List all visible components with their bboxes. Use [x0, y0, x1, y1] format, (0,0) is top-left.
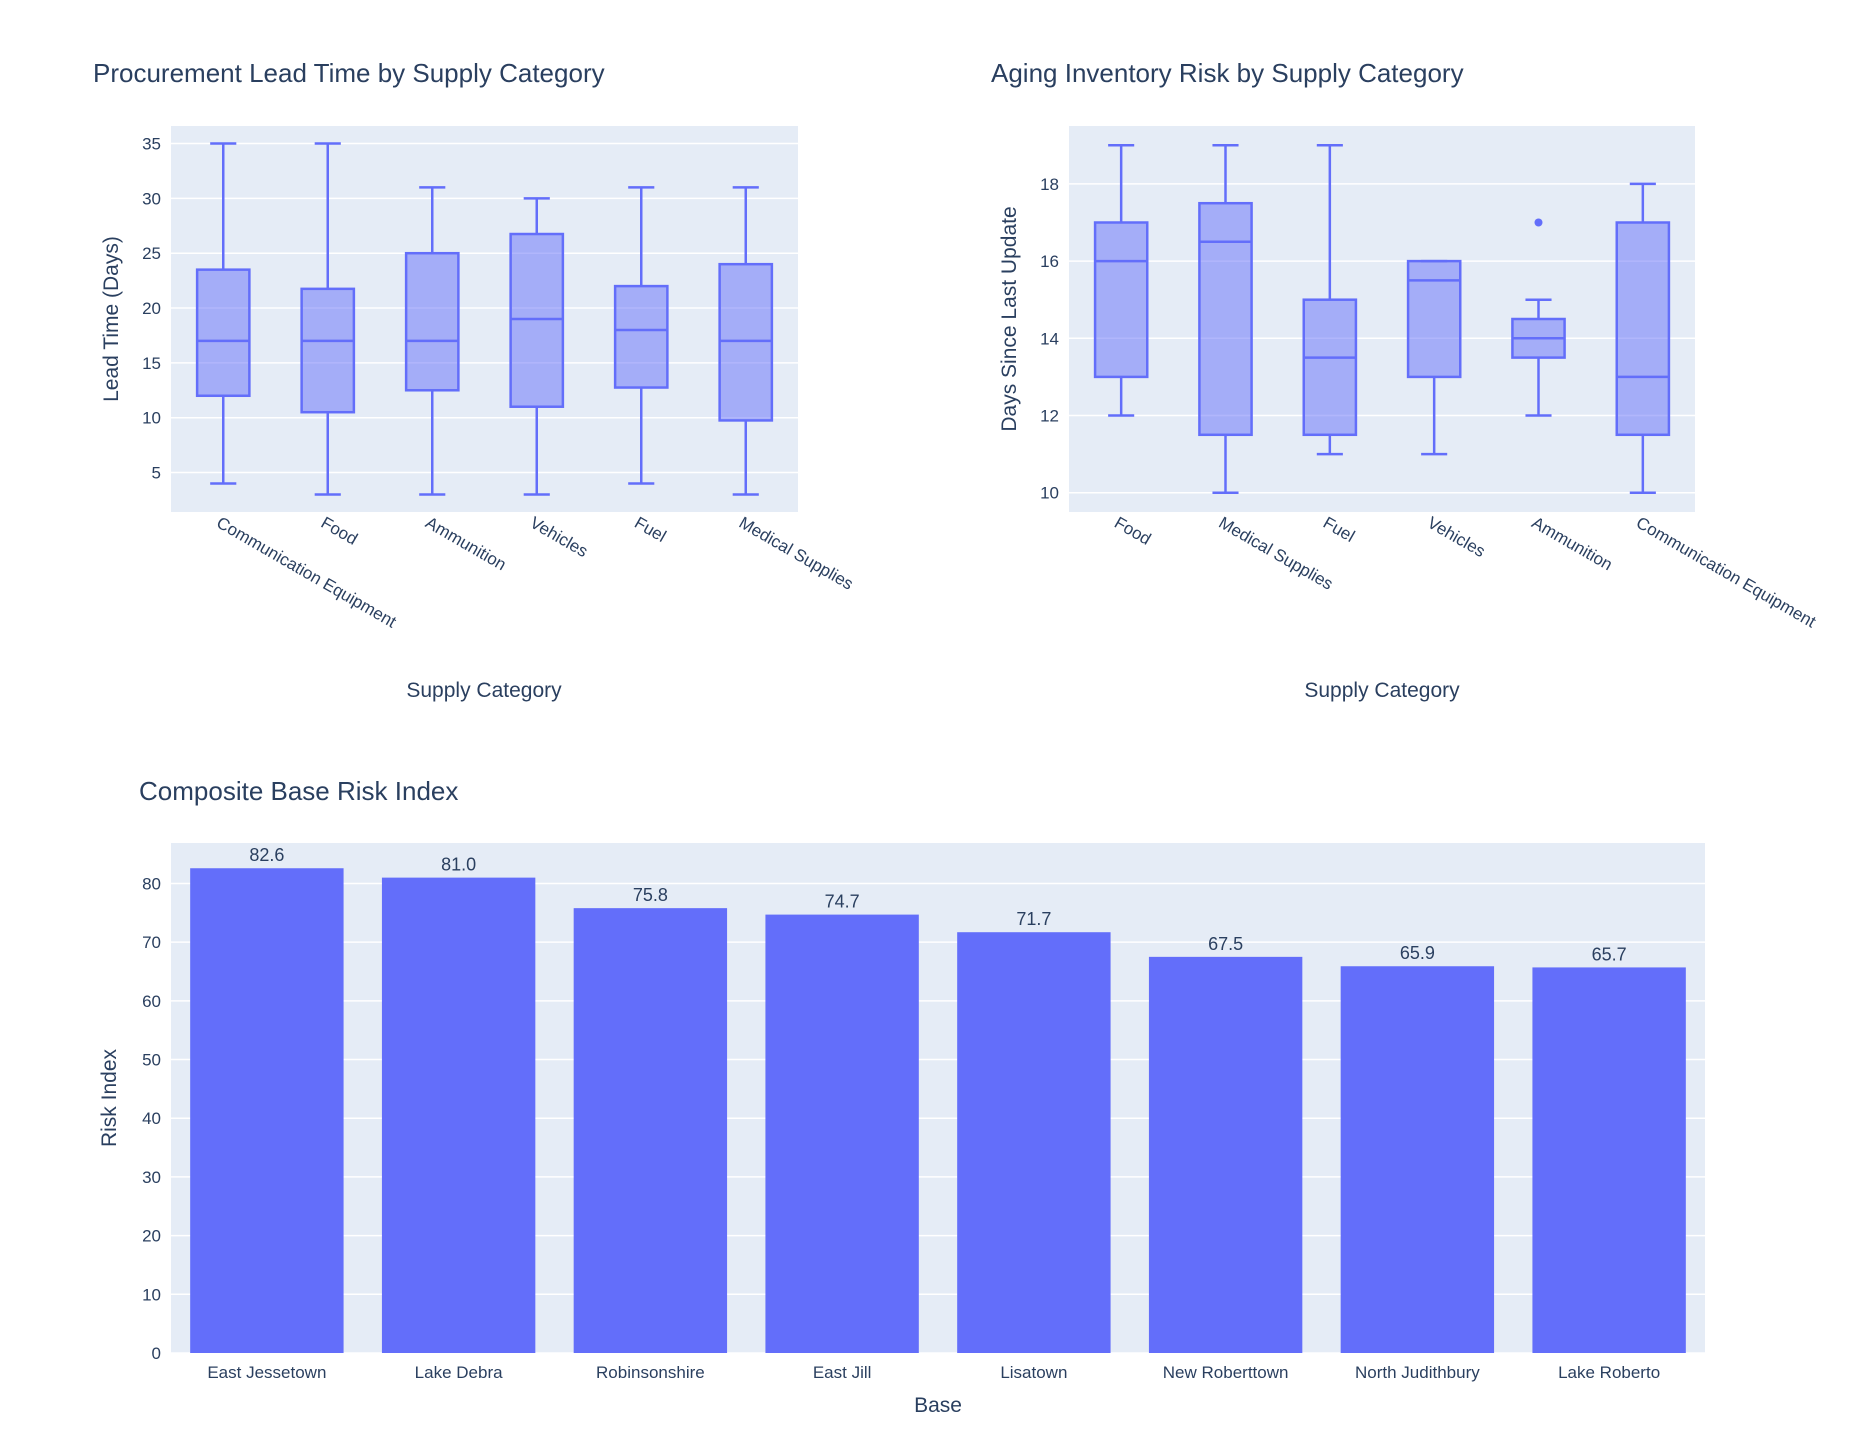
- c2-x-tick-food: Food: [1111, 513, 1154, 549]
- c1-y-tick-10: 10: [142, 409, 161, 428]
- c3-x-tick-lisatown: Lisatown: [1000, 1363, 1067, 1382]
- c3-bar-new-roberttown: [1148, 956, 1303, 1353]
- aging-inventory-box-chart: Aging Inventory Risk by Supply Category …: [991, 58, 1819, 702]
- c1-x-tick-fuel: Fuel: [631, 513, 669, 546]
- chart1-title: Procurement Lead Time by Supply Category: [93, 58, 605, 88]
- iqr-box: [1198, 201, 1253, 437]
- c3-bar-label-robinsonshire: 75.8: [633, 885, 668, 905]
- c3-bar-label-new-roberttown: 67.5: [1208, 934, 1243, 954]
- c2-y-tick-16: 16: [1040, 252, 1059, 271]
- c3-y-tick-30: 30: [142, 1168, 161, 1187]
- c3-y-tick-40: 40: [142, 1109, 161, 1128]
- iqr-box: [300, 287, 356, 414]
- c3-y-tick-70: 70: [142, 933, 161, 952]
- base-risk-bar-chart: Composite Base Risk Index 82.6 81.0 75.8 74…: [98, 776, 1705, 1417]
- c3-y-tick-0: 0: [152, 1344, 161, 1363]
- chart2-x-axis-title: Supply Category: [1304, 679, 1460, 702]
- c1-y-tick-20: 20: [142, 299, 161, 318]
- c1-box-food: [300, 142, 356, 496]
- c3-x-tick-lake-debra: Lake Debra: [415, 1363, 503, 1382]
- iqr-box: [1093, 221, 1149, 379]
- c2-box-communication-equipment: [1615, 182, 1671, 494]
- c3-bar-robinsonshire: [573, 908, 728, 1353]
- c3-bar-label-lisatown: 71.7: [1016, 909, 1051, 929]
- c3-bar-east-jill: [765, 914, 919, 1353]
- c3-y-tick-10: 10: [142, 1285, 161, 1304]
- iqr-box: [1302, 298, 1358, 437]
- iqr-box: [1615, 221, 1671, 437]
- chart3-x-axis-title: Base: [914, 1394, 962, 1417]
- c1-x-tick-medical-supplies: Medical Supplies: [736, 513, 857, 594]
- c3-bar-label-lake-roberto: 65.7: [1592, 944, 1627, 964]
- c2-x-tick-medical-supplies: Medical Supplies: [1216, 513, 1337, 594]
- c2-y-tick-12: 12: [1040, 407, 1059, 426]
- c2-y-tick-18: 18: [1040, 175, 1059, 194]
- c3-y-tick-50: 50: [142, 1051, 161, 1070]
- outlier-point: [1534, 218, 1543, 227]
- c2-x-tick-communication-equipment: Communication Equipment: [1633, 513, 1819, 632]
- chart2-plot-area: [1069, 126, 1695, 512]
- iqr-box: [718, 262, 774, 422]
- iqr-box: [404, 251, 460, 392]
- c3-bar-label-lake-debra: 81.0: [441, 855, 476, 875]
- chart1-plot-area: [171, 126, 798, 512]
- c1-x-tick-food: Food: [318, 513, 361, 549]
- c3-bar-lake-roberto: [1532, 967, 1686, 1353]
- c1-x-tick-ammunition: Ammunition: [422, 513, 509, 574]
- c3-bar-label-east-jessetown: 82.6: [249, 845, 284, 865]
- c1-box-communication-equipment: [195, 142, 251, 485]
- c1-y-tick-30: 30: [142, 189, 161, 208]
- c1-y-tick-25: 25: [142, 244, 161, 263]
- c1-y-tick-5: 5: [152, 464, 161, 483]
- chart1-x-axis-title: Supply Category: [406, 679, 562, 702]
- c3-bar-lake-debra: [381, 877, 536, 1353]
- lead-time-box-chart: Procurement Lead Time by Supply Category…: [93, 58, 857, 702]
- c2-box-food: [1093, 144, 1149, 417]
- c3-bar-label-east-jill: 74.7: [825, 892, 860, 912]
- c3-bar-lisatown: [957, 932, 1111, 1353]
- c2-box-fuel: [1302, 144, 1358, 456]
- c3-x-tick-new-roberttown: New Roberttown: [1163, 1363, 1289, 1382]
- c3-y-tick-20: 20: [142, 1227, 161, 1246]
- c1-box-vehicles: [509, 197, 565, 496]
- c1-box-medical-supplies: [718, 186, 774, 496]
- chart3-y-axis-title: Risk Index: [98, 1048, 121, 1147]
- c2-box-ammunition: [1511, 218, 1566, 417]
- c3-x-tick-east-jill: East Jill: [813, 1363, 872, 1382]
- iqr-box: [195, 268, 251, 398]
- c3-bar-east-jessetown: [190, 868, 344, 1353]
- c3-x-tick-north-judithbury: North Judithbury: [1355, 1363, 1480, 1382]
- chart1-y-axis-title: Lead Time (Days): [100, 236, 123, 402]
- c3-bar-label-north-judithbury: 65.9: [1400, 943, 1435, 963]
- chart2-title: Aging Inventory Risk by Supply Category: [991, 58, 1464, 88]
- iqr-box: [509, 232, 565, 408]
- c2-x-tick-ammunition: Ammunition: [1529, 513, 1616, 574]
- c3-x-tick-east-jessetown: East Jessetown: [207, 1363, 326, 1382]
- c1-box-ammunition: [404, 186, 460, 496]
- iqr-box: [613, 284, 669, 389]
- c1-x-tick-communication-equipment: Communication Equipment: [213, 513, 399, 632]
- c1-y-tick-35: 35: [142, 135, 161, 154]
- c2-x-tick-fuel: Fuel: [1320, 513, 1358, 546]
- chart3-title: Composite Base Risk Index: [139, 776, 458, 806]
- c3-x-tick-lake-roberto: Lake Roberto: [1558, 1363, 1660, 1382]
- c2-y-tick-10: 10: [1040, 484, 1059, 503]
- c1-x-tick-vehicles: Vehicles: [527, 513, 591, 561]
- c2-box-medical-supplies: [1198, 144, 1253, 494]
- chart2-y-axis-title: Days Since Last Update: [998, 206, 1021, 431]
- c1-box-fuel: [613, 186, 669, 485]
- c2-x-tick-vehicles: Vehicles: [1424, 513, 1488, 561]
- c3-bar-north-judithbury: [1340, 966, 1495, 1353]
- c2-box-vehicles: [1406, 259, 1462, 456]
- c3-x-tick-robinsonshire: Robinsonshire: [596, 1363, 705, 1382]
- c2-y-tick-14: 14: [1040, 329, 1059, 348]
- c1-y-tick-15: 15: [142, 354, 161, 373]
- c3-y-tick-60: 60: [142, 992, 161, 1011]
- iqr-box: [1406, 259, 1462, 379]
- c3-y-tick-80: 80: [142, 874, 161, 893]
